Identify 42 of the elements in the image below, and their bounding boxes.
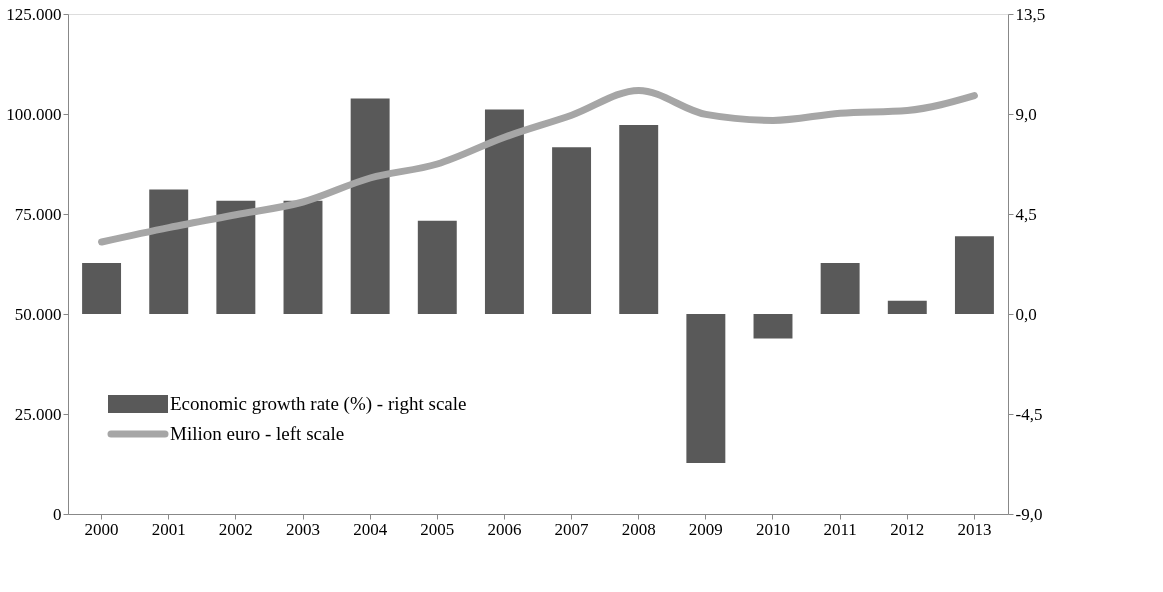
x-tick-label: 2004	[353, 519, 388, 539]
bar	[82, 262, 122, 314]
x-tick-label: 2011	[823, 519, 857, 539]
bar	[417, 220, 457, 314]
x-tick-label: 2007	[554, 519, 590, 539]
bar	[552, 147, 592, 314]
y2-tick-label: 0,0	[1015, 304, 1037, 324]
x-tick-label: 2006	[487, 519, 522, 539]
x-tick-label: 2003	[286, 519, 320, 539]
y-tick-label: 125.000	[6, 4, 62, 24]
bar	[954, 236, 994, 314]
x-tick-label: 2010	[756, 519, 790, 539]
x-tick-label: 2013	[957, 519, 992, 539]
y2-tick-label: 4,5	[1015, 204, 1037, 224]
bar	[619, 125, 659, 314]
bar	[350, 98, 390, 314]
y2-tick-label: 9,0	[1015, 104, 1037, 124]
y-tick-label: 100.000	[6, 104, 62, 124]
x-tick-label: 2001	[151, 519, 186, 539]
y2-tick-label: 13,5	[1015, 4, 1046, 24]
x-tick-label: 2000	[84, 519, 119, 539]
legend-label: Milion euro - left scale	[170, 423, 345, 444]
bar	[753, 314, 793, 339]
bar	[149, 189, 189, 314]
x-tick-label: 2009	[688, 519, 723, 539]
y2-tick-label: -4,5	[1015, 404, 1043, 424]
y-tick-label: 50.000	[14, 304, 62, 324]
bar	[216, 200, 256, 314]
bar	[484, 109, 524, 314]
y-tick-label: 0	[53, 504, 62, 524]
y-tick-label: 25.000	[14, 404, 62, 424]
x-tick-label: 2002	[218, 519, 253, 539]
x-tick-label: 2012	[890, 519, 925, 539]
bar	[820, 262, 860, 314]
bar	[887, 300, 927, 314]
y2-tick-label: -9,0	[1015, 504, 1043, 524]
y-tick-label: 75.000	[14, 204, 62, 224]
x-tick-label: 2005	[420, 519, 455, 539]
x-tick-label: 2008	[621, 519, 656, 539]
legend-label: Economic growth rate (%) - right scale	[170, 393, 467, 415]
bar	[283, 200, 323, 314]
bar	[686, 314, 726, 463]
